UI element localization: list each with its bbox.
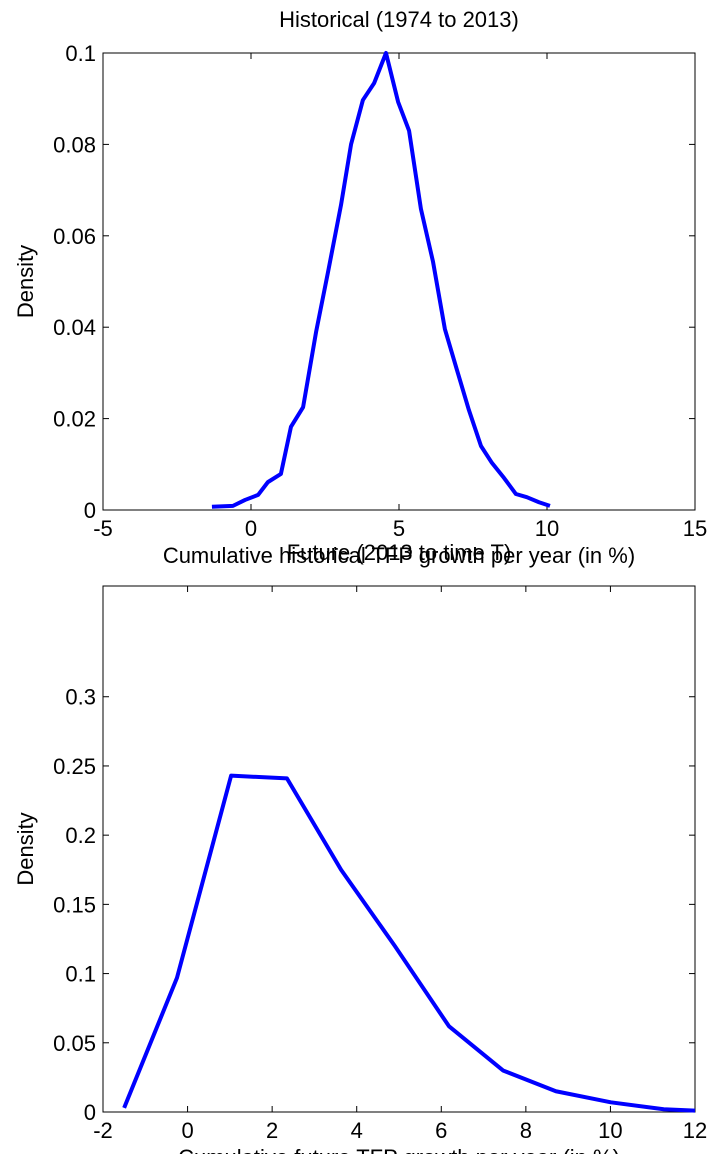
y-axis-label: Density [13, 812, 38, 885]
y-tick-label: 0 [84, 498, 96, 523]
y-tick-label: 0.3 [65, 685, 96, 710]
x-tick-label: 15 [683, 516, 707, 541]
plot-frame [102, 585, 696, 1113]
y-tick-label: 0.06 [53, 224, 96, 249]
y-tick-label: 0.25 [53, 754, 96, 779]
y-tick-label: 0.04 [53, 315, 96, 340]
x-tick-label: 12 [683, 1118, 707, 1143]
data-line [211, 51, 551, 509]
y-tick-label: 0 [84, 1100, 96, 1125]
y-tick-label: 0.08 [53, 132, 96, 157]
y-tick-label: 0.02 [53, 407, 96, 432]
chart-title: Historical (1974 to 2013) [279, 7, 519, 32]
y-tick-label: 0.1 [65, 962, 96, 987]
x-tick-label: -5 [93, 516, 113, 541]
x-tick-label: 8 [520, 1118, 532, 1143]
x-tick-label: 4 [351, 1118, 363, 1143]
x-tick-label: 10 [535, 516, 559, 541]
y-tick-label: 0.15 [53, 892, 96, 917]
x-tick-label: 2 [266, 1118, 278, 1143]
y-tick-label: 0.05 [53, 1031, 96, 1056]
x-tick-label: 0 [181, 1118, 193, 1143]
x-tick-label: 5 [393, 516, 405, 541]
x-tick-label: -2 [93, 1118, 113, 1143]
y-axis-label: Density [13, 245, 38, 318]
x-tick-label: 6 [435, 1118, 447, 1143]
x-tick-label: 0 [245, 516, 257, 541]
x-tick-label: 10 [598, 1118, 622, 1143]
y-tick-label: 0.2 [65, 823, 96, 848]
x-axis-label: Cumulative future TFP growth per year (i… [178, 1145, 620, 1154]
data-line [122, 773, 696, 1113]
plot-frame [102, 52, 696, 511]
chart-title: Future (2013 to time T) [287, 540, 512, 565]
x-axis-label: Cumulative historical TFP growth per yea… [163, 543, 635, 568]
y-tick-label: 0.1 [65, 41, 96, 66]
